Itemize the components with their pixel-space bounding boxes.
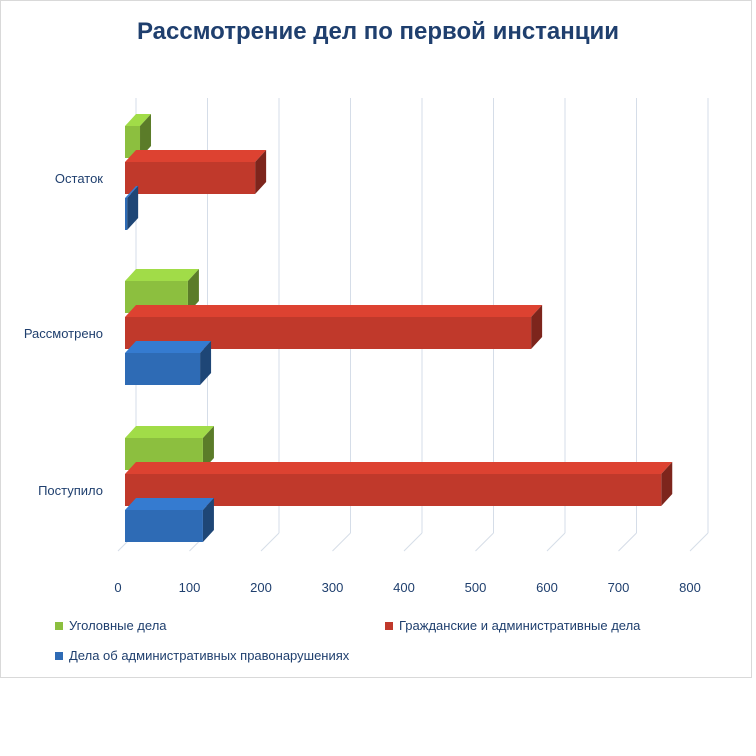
legend-item-admin: Дела об административных правонарушениях: [55, 648, 349, 663]
chart-title: Рассмотрение дел по первой инстанции: [136, 18, 620, 45]
legend-item-civil: Гражданские и административные дела: [385, 618, 640, 633]
legend-label: Уголовные дела: [69, 618, 167, 633]
y-category-label: Рассмотрено: [24, 326, 103, 341]
legend-label: Дела об административных правонарушениях: [69, 648, 350, 663]
x-tick-label: 500: [465, 580, 487, 595]
gridline-floor: [546, 532, 566, 552]
x-tick-label: 0: [114, 580, 121, 595]
gridline-floor: [618, 532, 637, 552]
legend-label: Гражданские и административные дела: [399, 618, 641, 633]
y-category-label: Поступило: [38, 483, 103, 498]
bar-top: [125, 462, 673, 474]
x-tick-label: 300: [322, 580, 344, 595]
bar-1-2: [125, 162, 256, 194]
bar-1-0: [125, 474, 662, 506]
legend-swatch: [385, 621, 393, 630]
bar-side: [127, 186, 139, 230]
y-category-label: Остаток: [55, 171, 103, 186]
bar-2-0: [125, 510, 203, 542]
bar-top: [125, 186, 139, 198]
gridline-floor: [260, 532, 280, 552]
bar-top: [125, 269, 199, 281]
x-tick-label: 100: [179, 580, 201, 595]
bar-side: [255, 150, 267, 194]
bar-top: [125, 341, 212, 353]
gridline-floor: [475, 532, 494, 552]
bar-side: [202, 426, 214, 470]
gridline-floor: [403, 532, 423, 552]
x-tick-label: 700: [608, 580, 630, 595]
legend-swatch: [55, 621, 63, 630]
gridline-floor: [689, 532, 709, 552]
bar-side: [200, 341, 212, 385]
bar-top: [125, 426, 214, 438]
x-tick-label: 200: [250, 580, 272, 595]
x-tick-label: 800: [679, 580, 701, 595]
bar-2-1: [125, 353, 201, 385]
bar-side: [202, 498, 214, 542]
x-tick-label: 600: [536, 580, 558, 595]
bar-top: [125, 305, 543, 317]
x-tick-label: 400: [393, 580, 415, 595]
bar-side: [531, 305, 543, 349]
gridline-floor: [332, 532, 351, 552]
bar-top: [125, 114, 152, 126]
legend-item-criminal: Уголовные дела: [55, 618, 167, 633]
bar-top: [125, 498, 214, 510]
bar-side: [661, 462, 673, 506]
legend-swatch: [55, 651, 63, 660]
bar-side: [140, 114, 152, 158]
bar-2-2: [125, 198, 128, 230]
bar-top: [125, 150, 267, 162]
bar-side: [187, 269, 199, 313]
